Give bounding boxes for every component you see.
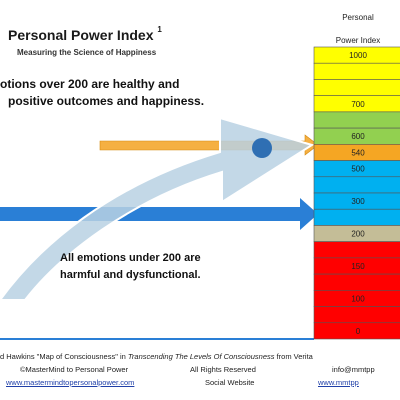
index-level-band — [313, 79, 400, 96]
footer-website-link[interactable]: www.mastermindtopersonalpower.com — [6, 378, 135, 387]
under-200-statement: All emotions under 200 are harmful and d… — [60, 252, 201, 281]
index-level-band — [313, 306, 400, 324]
footer-rights: All Rights Reserved — [190, 365, 256, 374]
index-level-label: 600 — [351, 132, 365, 141]
footer-social-link[interactable]: www.mmtpp — [318, 378, 359, 387]
index-level-band — [313, 176, 400, 194]
index-level-band — [313, 208, 400, 226]
page-subtitle: Measuring the Science of Happiness — [17, 48, 157, 57]
index-level-band — [313, 241, 400, 259]
footer-email[interactable]: info@mmtpp — [332, 365, 375, 374]
index-level-band — [313, 322, 400, 340]
index-level-label: 150 — [351, 262, 365, 271]
footer-credit: d Hawkins "Map of Consciousness" in Tran… — [0, 352, 313, 361]
blue-arrow — [0, 198, 318, 230]
footer-copyright: ©MasterMind to Personal Power — [20, 365, 129, 374]
index-level-label: 540 — [351, 148, 365, 157]
index-level-label: 1000 — [349, 51, 367, 60]
index-level-band — [313, 111, 400, 129]
index-level-label: 100 — [351, 294, 365, 303]
index-level-label: 200 — [351, 230, 365, 239]
sweep-arrow-dot — [252, 138, 272, 158]
page-title: Personal Power Index 1 — [8, 25, 162, 43]
index-header-line2: Power Index — [335, 36, 381, 45]
over-200-statement: otions over 200 are healthy and positive… — [0, 77, 205, 108]
index-level-band — [313, 62, 400, 80]
index-level-label: 0 — [356, 327, 361, 336]
index-level-band — [313, 273, 400, 291]
index-level-label: 500 — [351, 165, 365, 174]
index-header-line1: Personal — [342, 13, 374, 22]
index-level-label: 700 — [351, 100, 365, 109]
footer-social-label: Social Website — [205, 378, 255, 387]
sweep-arrow — [0, 116, 315, 301]
index-level-label: 300 — [351, 197, 365, 206]
